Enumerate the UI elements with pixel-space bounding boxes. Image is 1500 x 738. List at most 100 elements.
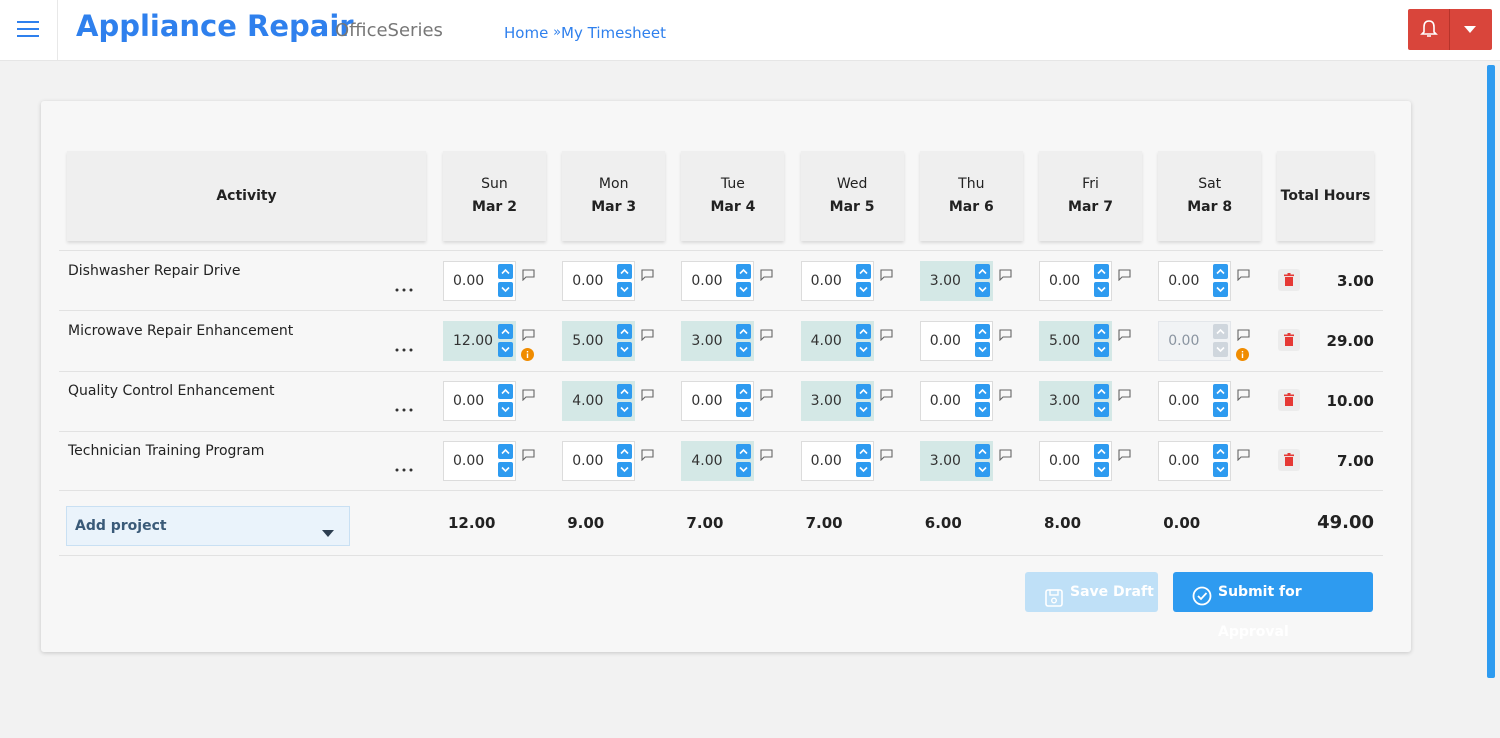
increment-button[interactable] <box>736 384 752 399</box>
comment-button[interactable] <box>1237 266 1250 282</box>
comment-button[interactable] <box>1118 446 1131 462</box>
delete-button[interactable] <box>1278 449 1300 471</box>
decrement-button[interactable] <box>1213 282 1229 297</box>
comment-button[interactable] <box>880 386 893 402</box>
increment-button[interactable] <box>974 324 990 339</box>
delete-button[interactable] <box>1278 329 1300 351</box>
comment-button[interactable] <box>880 326 893 342</box>
decrement-button[interactable] <box>1094 342 1109 357</box>
decrement-button[interactable] <box>736 402 752 417</box>
decrement-button[interactable] <box>974 462 990 477</box>
increment-button[interactable] <box>1094 264 1109 279</box>
increment-button[interactable] <box>974 444 990 459</box>
decrement-button[interactable] <box>1094 462 1109 477</box>
increment-button[interactable] <box>855 384 871 399</box>
comment-button[interactable] <box>1237 446 1250 462</box>
comment-button[interactable] <box>522 266 535 282</box>
comment-button[interactable] <box>999 446 1012 462</box>
scrollbar[interactable] <box>1487 65 1495 678</box>
more-button[interactable] <box>394 398 414 412</box>
increment-button[interactable] <box>736 444 752 459</box>
comment-button[interactable] <box>1118 386 1131 402</box>
decrement-button[interactable] <box>855 402 871 417</box>
comment-button[interactable] <box>760 326 773 342</box>
submit-button[interactable]: Submit for Approval <box>1173 572 1373 640</box>
increment-button[interactable] <box>498 264 513 279</box>
decrement-button[interactable] <box>736 342 752 357</box>
increment-button[interactable] <box>498 384 513 399</box>
delete-button[interactable] <box>1278 269 1300 291</box>
decrement-button[interactable] <box>617 462 633 477</box>
increment-button[interactable] <box>617 264 633 279</box>
decrement-button[interactable] <box>855 282 871 297</box>
hours-input[interactable]: 3.00 <box>919 261 993 301</box>
decrement-button[interactable] <box>617 402 633 417</box>
comment-button[interactable] <box>641 446 654 462</box>
increment-button[interactable] <box>1213 384 1229 399</box>
decrement-button[interactable] <box>736 282 752 297</box>
increment-button[interactable] <box>855 324 871 339</box>
dropdown-button[interactable] <box>1464 26 1476 34</box>
increment-button[interactable] <box>1094 444 1109 459</box>
decrement-button[interactable] <box>498 282 513 297</box>
increment-button[interactable] <box>498 324 513 339</box>
decrement-button[interactable] <box>855 462 871 477</box>
comment-button[interactable] <box>1118 326 1131 342</box>
comment-button[interactable] <box>1237 386 1250 402</box>
increment-button[interactable] <box>974 264 990 279</box>
comment-button[interactable] <box>999 326 1012 342</box>
comment-button[interactable] <box>880 446 893 462</box>
hours-input[interactable]: 3.00 <box>919 441 993 481</box>
decrement-button[interactable] <box>498 342 513 357</box>
increment-button[interactable] <box>974 384 990 399</box>
decrement-button[interactable] <box>498 402 513 417</box>
decrement-button[interactable] <box>1213 462 1229 477</box>
comment-button[interactable] <box>999 266 1012 282</box>
increment-button[interactable] <box>1213 264 1229 279</box>
more-button[interactable] <box>394 458 414 472</box>
breadcrumb-link[interactable]: Home <box>504 24 549 42</box>
comment-button[interactable] <box>1237 326 1250 342</box>
comment-button[interactable] <box>880 266 893 282</box>
decrement-button[interactable] <box>974 402 990 417</box>
increment-button[interactable] <box>1094 384 1109 399</box>
comment-button[interactable] <box>1118 266 1131 282</box>
comment-button[interactable] <box>641 326 654 342</box>
decrement-button[interactable] <box>498 462 513 477</box>
decrement-button[interactable] <box>974 282 990 297</box>
comment-button[interactable] <box>760 386 773 402</box>
increment-button[interactable] <box>736 324 752 339</box>
decrement-button[interactable] <box>974 342 990 357</box>
bell-button[interactable] <box>1419 19 1439 39</box>
comment-button[interactable] <box>522 326 535 342</box>
delete-button[interactable] <box>1278 389 1300 411</box>
increment-button[interactable] <box>855 444 871 459</box>
decrement-button[interactable] <box>617 342 633 357</box>
comment-button[interactable] <box>760 266 773 282</box>
increment-button[interactable] <box>498 444 513 459</box>
more-button[interactable] <box>394 338 414 352</box>
comment-button[interactable] <box>641 386 654 402</box>
increment-button[interactable] <box>617 324 633 339</box>
increment-button[interactable] <box>617 384 633 399</box>
decrement-button[interactable] <box>855 342 871 357</box>
increment-button[interactable] <box>617 444 633 459</box>
comment-button[interactable] <box>760 446 773 462</box>
increment-button[interactable] <box>1094 324 1109 339</box>
menu-button[interactable] <box>17 20 39 38</box>
decrement-button[interactable] <box>736 462 752 477</box>
more-button[interactable] <box>394 278 414 292</box>
decrement-button[interactable] <box>1213 402 1229 417</box>
hours-input[interactable]: 4.00 <box>562 381 636 421</box>
comment-button[interactable] <box>522 386 535 402</box>
decrement-button[interactable] <box>1094 402 1109 417</box>
decrement-button[interactable] <box>1094 282 1109 297</box>
increment-button[interactable] <box>736 264 752 279</box>
decrement-button[interactable] <box>617 282 633 297</box>
increment-button[interactable] <box>855 264 871 279</box>
increment-button[interactable] <box>1213 444 1229 459</box>
comment-button[interactable] <box>522 446 535 462</box>
comment-button[interactable] <box>641 266 654 282</box>
add-project-select[interactable]: Add project <box>66 506 350 546</box>
comment-button[interactable] <box>999 386 1012 402</box>
